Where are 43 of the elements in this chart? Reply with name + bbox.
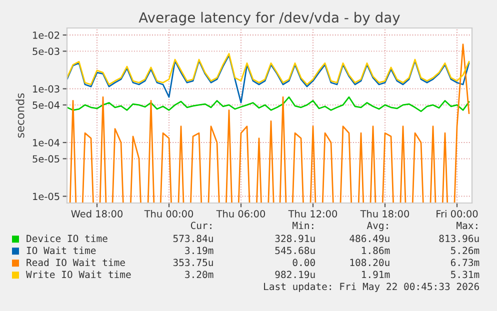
text: 573.84u	[173, 234, 213, 242]
text: 328.91u	[275, 234, 315, 242]
legend-label: IO Wait time	[26, 246, 96, 254]
line-series	[67, 52, 470, 86]
text: 486.49u	[350, 234, 390, 242]
x-tick-label: Fri 00:00	[436, 210, 478, 218]
text: 982.19u	[275, 270, 315, 278]
y-tick-label: 5e-05	[32, 155, 60, 163]
text: 6.73m	[450, 258, 480, 266]
x-tick-label: Wed 18:00	[71, 210, 123, 218]
text: 5.26m	[451, 246, 480, 254]
y-tick-label: 5e-03	[32, 48, 60, 56]
line-series	[67, 54, 470, 104]
y-tick-label: 1e-04	[33, 139, 60, 146]
legend-label: Write IO Wait time	[26, 270, 131, 278]
legend-label: Device IO time	[26, 234, 108, 242]
text: 3.19m	[185, 246, 214, 254]
x-tick-label: Thu 18:00	[360, 210, 410, 218]
line-series	[67, 96, 470, 112]
text: 1.86m	[362, 246, 390, 254]
x-tick-label: Thu 00:00	[144, 210, 194, 218]
x-tick-label: Thu 06:00	[216, 210, 266, 218]
text: Avg:	[366, 222, 388, 232]
text: 1.91m	[362, 270, 390, 278]
y-tick-label: 1e-02	[33, 31, 60, 39]
x-tick-label: Thu 12:00	[288, 210, 338, 218]
text: Min:	[292, 222, 314, 229]
y-tick-label: 1e-05	[33, 192, 60, 200]
text: 353.75u	[173, 258, 213, 266]
text: 813.96u	[439, 234, 479, 242]
y-tick-label: 5e-04	[32, 101, 60, 109]
text: Last update: Fri May 22 00:45:33 2026	[264, 282, 479, 292]
text: 3.20m	[185, 270, 214, 278]
legend-label: Read IO Wait time	[26, 258, 125, 266]
y-tick-label: 1e-03	[33, 85, 60, 93]
text: 0.00	[292, 258, 315, 266]
text: 5.31m	[451, 270, 480, 278]
text: Max:	[456, 222, 478, 230]
chart-title: Average latency for /dev/vda - by day	[138, 12, 400, 26]
text: 545.68u	[275, 246, 315, 254]
text: 108.20u	[350, 258, 390, 266]
y-axis-title: seconds	[16, 93, 24, 138]
text: Cur:	[190, 222, 212, 230]
